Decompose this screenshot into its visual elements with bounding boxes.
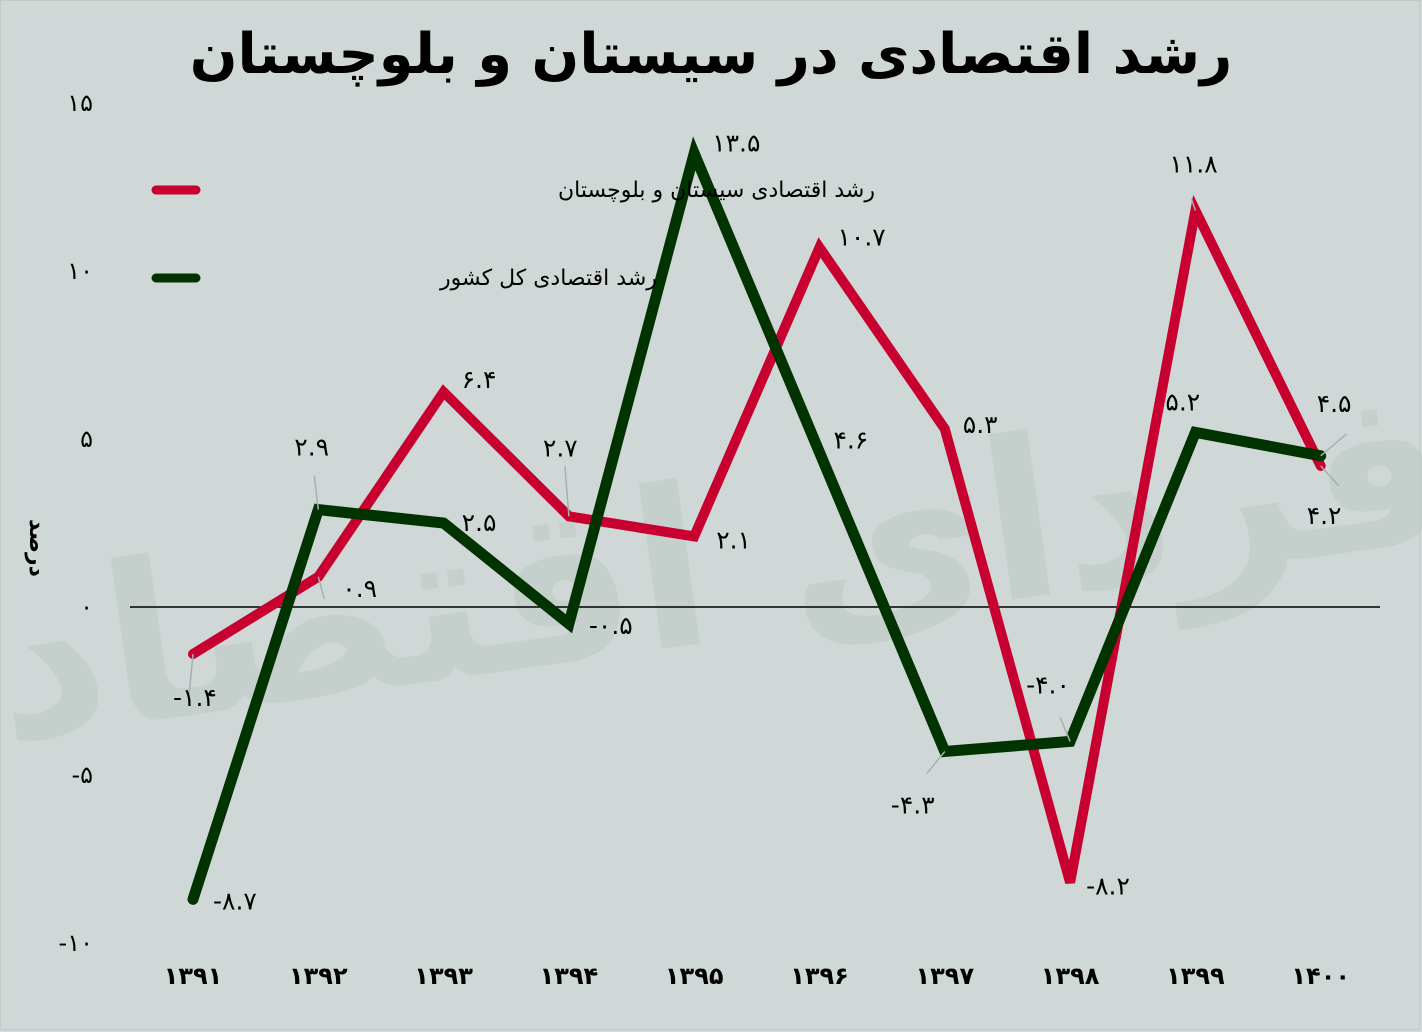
y-axis-label: درصد [24,519,49,577]
legend-item-sistan: رشد اقتصادی سیستان و بلوچستان [151,178,875,203]
legend-label-country: رشد اقتصادی کل کشور [439,266,657,291]
data-label: ۲.۷ [543,433,578,462]
x-tick-label: ۱۳۹۵ [665,962,724,990]
data-label: ۰.۹ [342,574,377,603]
leader-line [564,466,570,517]
leader-line [1320,433,1348,457]
leader-line [1190,198,1197,211]
x-tick-label: ۱۳۹۲ [289,962,348,990]
leader-line [1320,465,1340,487]
legend-label-sistan: رشد اقتصادی سیستان و بلوچستان [558,178,875,203]
data-label: ۴.۵ [1317,389,1352,418]
watermark-text: فردای اقتصاد [0,335,1422,795]
y-tick-label: -۵ [71,761,93,789]
series-line-sistan [188,194,1326,884]
data-label: ۵.۲ [1165,387,1200,416]
legend: رشد اقتصادی سیستان و بلوچستان رشد اقتصاد… [151,178,875,291]
data-label: ۲.۵ [462,508,497,537]
y-tick-label: ۱۵ [67,89,93,117]
data-label: -۸.۷ [213,886,257,915]
data-labels: -۱.۴ ۰.۹ ۶.۴ ۲.۷ ۲.۱ ۱۰.۷ ۵.۳ -۸.۲ ۱۱.۸ ۴.۲ -۸.۷ ۲.… [173,128,1352,915]
data-label: ۴.۲ [1307,501,1342,530]
data-label: ۵.۳ [963,410,998,439]
y-tick-label: ۵ [80,425,93,453]
x-tick-label: ۱۳۹۶ [790,962,849,990]
x-tick-label: ۱۳۹۱ [164,962,223,990]
leader-line [926,751,946,774]
data-label: -۴.۳ [891,790,935,819]
data-label: -۰.۵ [589,611,633,640]
watermark: فردای اقتصاد [0,335,1422,795]
x-tick-label: ۱۳۹۸ [1041,962,1100,990]
y-axis: ۱۵ ۱۰ ۵ ۰ -۵ -۱۰ [59,89,93,957]
data-label: ۶.۴ [462,365,497,394]
data-label: ۱۳.۵ [712,128,760,157]
leader-line [1059,717,1071,742]
chart-title: رشد اقتصادی در سیستان و بلوچستان [189,22,1233,87]
data-label: ۱۰.۷ [838,222,886,251]
x-tick-label: ۱۳۹۹ [1166,962,1225,990]
series-line-country [187,136,1327,905]
y-tick-label: ۱۰ [67,257,93,285]
series-lines [187,136,1327,905]
data-label: -۸.۲ [1086,872,1130,901]
x-tick-label: ۱۳۹۴ [540,962,599,990]
leader-line [313,475,320,510]
x-tick-label: ۱۳۹۷ [916,962,975,990]
x-axis: ۱۳۹۱ ۱۳۹۲ ۱۳۹۳ ۱۳۹۴ ۱۳۹۵ ۱۳۹۶ ۱۳۹۷ ۱۳۹۸ ۱۳۹۹ ۱۴۰۰ [164,962,1350,990]
x-tick-label: ۱۳۹۳ [414,962,473,990]
data-label: -۴.۰ [1026,670,1070,699]
leader-line [188,653,194,697]
data-label: ۲.۱ [716,525,751,554]
data-label: ۴.۶ [834,425,869,454]
leader-line [317,576,326,599]
data-label: ۲.۹ [294,433,329,462]
y-tick-label: -۱۰ [59,929,93,957]
data-label: ۱۱.۸ [1169,150,1217,179]
x-tick-label: ۱۴۰۰ [1291,962,1350,990]
legend-item-country: رشد اقتصادی کل کشور [151,266,657,291]
y-tick-label: ۰ [80,593,93,621]
data-label: -۱.۴ [173,683,217,712]
